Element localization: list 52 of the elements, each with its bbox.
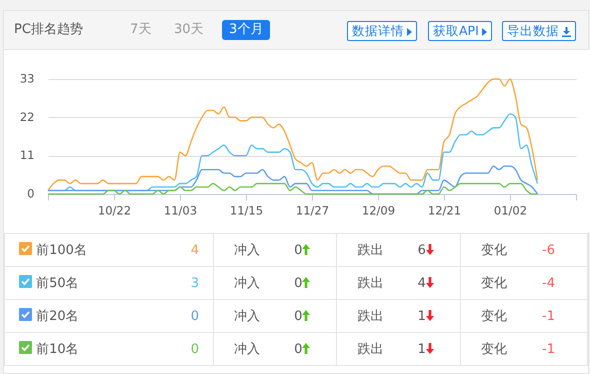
text: 冲入 <box>234 342 260 357</box>
text: -4 <box>542 276 555 290</box>
x-tick-label: 12/09 <box>362 204 396 218</box>
text: -6 <box>542 242 555 258</box>
text: 冲入 <box>234 276 260 291</box>
text: 跌出 <box>357 309 384 324</box>
text: 变化 <box>480 342 507 357</box>
text: 3 <box>190 276 199 290</box>
y-tick-label: 11 <box>20 148 34 162</box>
text: 变化 <box>480 309 507 324</box>
text: 0 <box>190 342 199 356</box>
text: 冲入 <box>234 243 260 258</box>
text: 1 <box>418 308 426 324</box>
x-tick-label: 11/15 <box>230 204 264 218</box>
text: 0 <box>294 342 302 356</box>
legend-label: 前20名 <box>36 309 79 324</box>
text: 变化 <box>480 276 507 291</box>
text: 跌出 <box>357 342 384 357</box>
x-tick-label: 11/03 <box>164 204 198 218</box>
legend-label: 前50名 <box>36 276 79 291</box>
y-tick-label: 22 <box>20 110 34 124</box>
chart-title: PC排名趋势 <box>14 21 83 39</box>
legend-label: 前10名 <box>36 342 79 357</box>
text: 3个月 <box>229 22 264 37</box>
text: 0 <box>294 308 302 324</box>
x-tick-label: 12/21 <box>428 204 462 218</box>
text: 0 <box>294 276 302 290</box>
x-tick-label: 10/22 <box>98 204 132 218</box>
text: 4 <box>190 242 199 258</box>
text: 冲入 <box>234 309 260 324</box>
text: 7天 <box>130 22 152 37</box>
text: 4 <box>418 276 426 290</box>
text: -1 <box>542 308 555 324</box>
x-tick-label: 11/27 <box>296 204 330 218</box>
text: 导出数据 <box>507 23 559 38</box>
text: 变化 <box>480 243 507 258</box>
y-tick-label: 33 <box>20 72 34 86</box>
text: -1 <box>542 342 555 356</box>
text: 数据详情 <box>352 23 404 38</box>
line-series <box>47 78 538 192</box>
text: 0 <box>294 242 302 258</box>
text: 6 <box>418 242 426 258</box>
text: 0 <box>190 308 199 324</box>
text: 30天 <box>174 22 204 37</box>
legend-label: 前100名 <box>36 243 87 258</box>
text: 跌出 <box>357 243 384 258</box>
text: 获取API <box>433 23 479 38</box>
text: 跌出 <box>357 276 384 291</box>
line-series <box>47 182 538 195</box>
text: 1 <box>418 342 426 356</box>
x-tick-label: 01/02 <box>494 204 528 218</box>
y-tick-label: 0 <box>27 186 34 200</box>
